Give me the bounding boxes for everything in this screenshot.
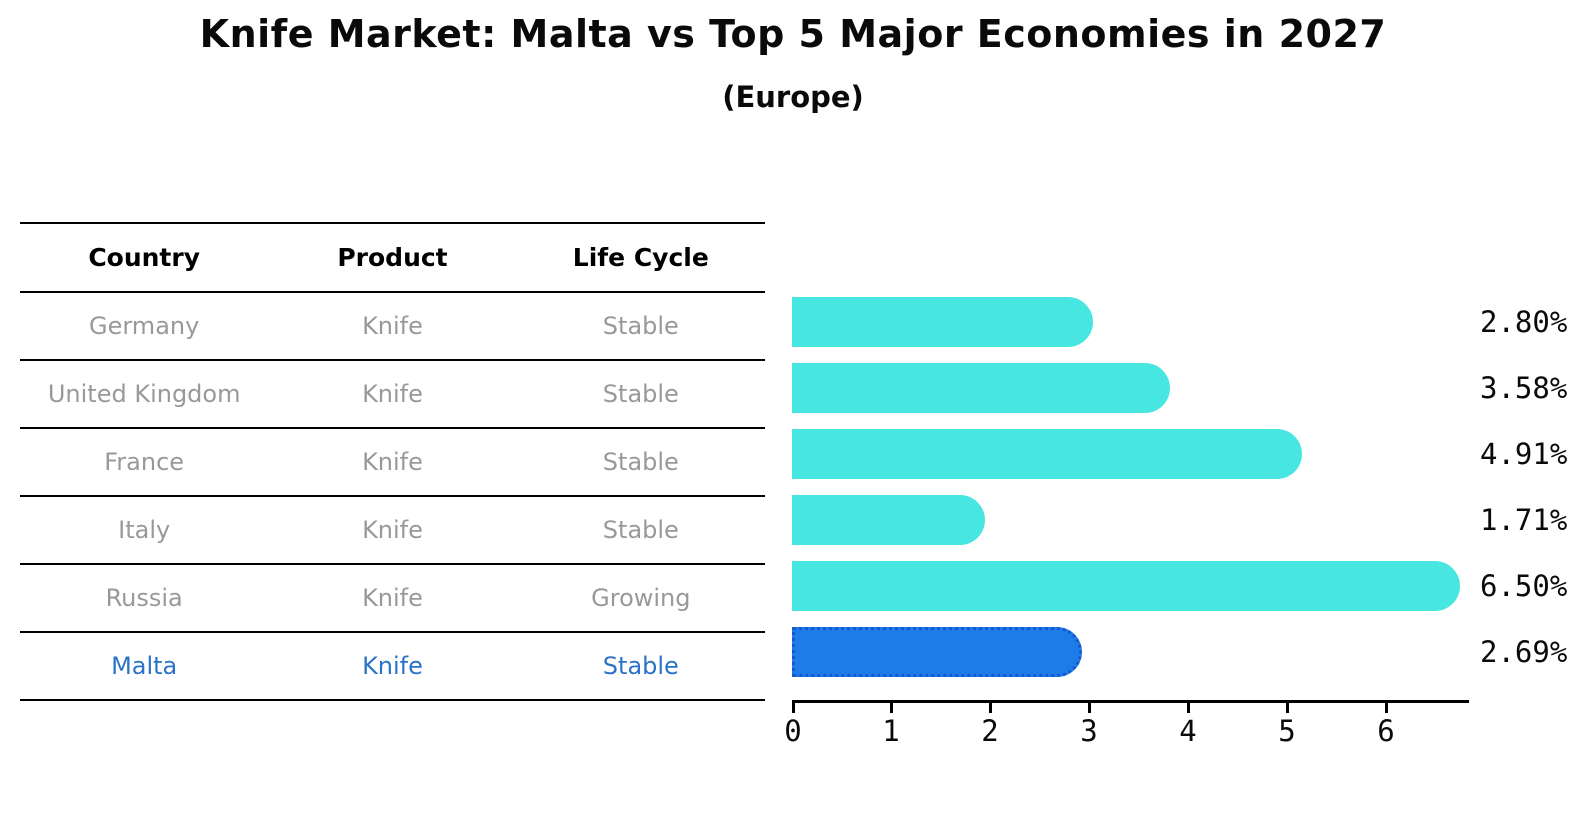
country-table: Country Product Life Cycle Germany Knife…	[20, 222, 765, 701]
x-axis-tick	[1187, 703, 1190, 713]
x-axis-tick-label: 2	[981, 714, 999, 748]
value-label-france: 4.91%	[1480, 437, 1568, 471]
table-row-malta: Malta Knife Stable	[20, 631, 765, 699]
table-row-germany: Germany Knife Stable	[20, 291, 765, 359]
x-axis-tick	[1088, 703, 1091, 713]
value-label-russia: 6.50%	[1480, 569, 1568, 603]
lifecycle-cell: Stable	[602, 380, 679, 408]
chart-title: Knife Market: Malta vs Top 5 Major Econo…	[199, 12, 1387, 56]
lifecycle-cell: Stable	[602, 516, 679, 544]
product-cell: Knife	[362, 652, 423, 680]
x-axis-tick	[792, 703, 795, 713]
country-cell: Italy	[118, 516, 171, 544]
bar-united-kingdom	[792, 363, 1170, 413]
value-label-germany: 2.80%	[1480, 305, 1568, 339]
value-label-united-kingdom: 3.58%	[1480, 371, 1568, 405]
value-label-malta: 2.69%	[1480, 635, 1568, 669]
bar-italy	[792, 495, 985, 545]
lifecycle-cell: Stable	[602, 652, 679, 680]
product-cell: Knife	[362, 584, 423, 612]
product-cell: Knife	[362, 312, 423, 340]
x-axis-tick	[989, 703, 992, 713]
bar-russia	[792, 561, 1460, 611]
table-row-france: France Knife Stable	[20, 427, 765, 495]
x-axis-tick	[890, 703, 893, 713]
x-axis-tick-label: 3	[1080, 714, 1098, 748]
country-cell: France	[104, 448, 185, 476]
lifecycle-cell: Stable	[602, 312, 679, 340]
x-axis-tick-label: 6	[1377, 714, 1395, 748]
lifecycle-cell: Stable	[602, 448, 679, 476]
product-cell: Knife	[362, 448, 423, 476]
x-axis-tick-label: 0	[784, 714, 802, 748]
lifecycle-cell: Growing	[591, 584, 691, 612]
x-axis-tick-label: 5	[1278, 714, 1296, 748]
bar-france	[792, 429, 1302, 479]
chart-subtitle: (Europe)	[722, 80, 864, 114]
country-cell: Malta	[111, 652, 178, 680]
product-cell: Knife	[362, 516, 423, 544]
value-label-italy: 1.71%	[1480, 503, 1568, 537]
column-header-lifecycle: Life Cycle	[572, 243, 709, 272]
table-row-italy: Italy Knife Stable	[20, 495, 765, 563]
country-cell: United Kingdom	[47, 380, 241, 408]
table-row-russia: Russia Knife Growing	[20, 563, 765, 631]
bar-chart: 2.80% 3.58% 4.91% 1.71% 6.50% 2.69% 0 1 …	[784, 297, 1582, 767]
country-cell: Germany	[89, 312, 200, 340]
table-header-row: Country Product Life Cycle	[20, 222, 765, 291]
column-header-product: Product	[337, 243, 448, 272]
x-axis-tick	[1385, 703, 1388, 713]
country-cell: Russia	[105, 584, 183, 612]
table-row-united-kingdom: United Kingdom Knife Stable	[20, 359, 765, 427]
x-axis-tick-label: 4	[1179, 714, 1197, 748]
bar-germany	[792, 297, 1093, 347]
x-axis-line	[792, 700, 1469, 703]
bar-malta-highlighted	[792, 627, 1082, 677]
column-header-country: Country	[88, 243, 201, 272]
product-cell: Knife	[362, 380, 423, 408]
x-axis-tick	[1286, 703, 1289, 713]
x-axis-tick-label: 1	[882, 714, 900, 748]
